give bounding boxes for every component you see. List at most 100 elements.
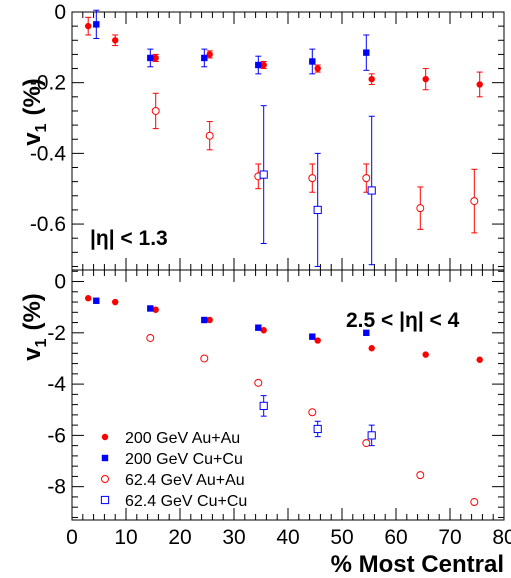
top-panel-y-axis-title: v1 (%) [19,78,50,146]
data-point [147,305,154,312]
bottom-y-title-main: v [19,347,46,361]
top-y-title-unit: (%) [19,78,46,115]
data-point [201,316,208,324]
data-point [416,471,425,480]
y-tick-label: -2 [47,322,66,345]
data-point [309,58,316,65]
bottom-panel: 0 10 20 30 40 50 60 70 80 0 -2 -4 -6 -8 2.5 < |η| < 4… [19,269,511,578]
data-point [308,174,317,183]
y-tick-label: -4 [47,373,66,396]
data-point [147,54,154,62]
x-tick-label: 10 [114,526,137,549]
data-point [416,204,425,213]
bottom-panel-annotation: 2.5 < |η| < 4 [346,309,460,332]
data-point [363,49,370,56]
top-y-title-main: v [19,132,46,146]
legend-entry: 62.4 GeV Au+Au [101,472,245,489]
data-point [254,378,263,387]
x-tick-label: 80 [492,526,511,549]
x-tick-label: 30 [222,526,245,549]
data-point [85,22,92,30]
data-point [259,170,268,179]
legend-entry: 200 GeV Au+Au [101,430,240,447]
y-tick-label: -6 [47,424,66,447]
data-point [422,351,429,358]
y-tick-label: 0 [54,271,66,294]
legend-marker [101,475,109,483]
top-y-title-sub: 1 [33,123,50,132]
data-point [259,401,268,410]
y-tick-label: -0.4 [30,142,67,165]
x-tick-label: 50 [330,526,353,549]
series-200-gev-au-au [85,295,483,363]
data-point [313,424,322,434]
data-point [368,75,375,83]
series-62-4-gev-cu-cu [259,395,376,447]
y-tick-label: 0 [54,1,66,24]
data-point [112,37,119,44]
data-point [476,356,483,363]
legend-marker [101,433,109,441]
data-point [309,333,316,340]
bottom-panel-marks [85,295,483,507]
data-point [367,186,376,195]
series-62-4-gev-cu-cu [259,105,376,267]
x-tick-label: 40 [276,526,299,549]
legend-entry: 200 GeV Cu+Cu [101,451,243,468]
bottom-y-title-unit: (%) [19,293,46,330]
data-point [255,61,262,69]
y-tick-label: -8 [47,476,66,499]
x-tick-label: 70 [438,526,461,549]
data-point [152,54,159,62]
data-point [255,324,262,331]
data-point [146,333,155,342]
legend: 200 GeV Au+Au 200 GeV Cu+Cu 62.4 GeV Au+Au… [100,430,247,510]
data-point [308,408,317,417]
legend-entry: 62.4 GeV Cu+Cu [100,493,247,510]
data-point [367,431,376,440]
data-point [201,54,208,62]
x-tick-label: 60 [384,526,407,549]
data-point [205,131,214,140]
data-point [200,354,209,363]
y-tick-label: -0.6 [30,213,66,236]
data-point [260,327,267,334]
bottom-y-title-sub: 1 [33,338,50,347]
data-point [362,439,371,448]
top-panel-ticks: 0 -0.2 -0.4 -0.6 [30,1,505,270]
data-point [470,498,479,507]
data-point [85,295,92,302]
x-tick-label: 0 [66,526,78,549]
x-tick-label: 20 [168,526,191,549]
data-point [368,345,375,352]
data-point [314,337,321,344]
series-62-4-gev-au-au [146,333,479,507]
legend-label: 200 GeV Cu+Cu [125,451,243,468]
data-point [152,306,159,313]
bottom-panel-ticks: 0 10 20 30 40 50 60 70 80 0 -2 -4 -6 -8 [47,270,511,549]
series-200-gev-au-au [85,16,483,98]
legend-marker [101,454,109,462]
data-point [470,197,479,206]
data-point [260,61,267,69]
data-point [314,65,321,72]
legend-marker [100,495,110,505]
data-point [112,298,119,306]
series-200-gev-cu-cu [93,297,370,340]
top-panel-marks [85,9,483,267]
data-point [206,316,213,324]
bottom-panel-y-axis-title: v1 (%) [19,293,50,361]
data-point [362,174,371,183]
data-point [206,51,213,58]
data-point [93,297,100,304]
legend-label: 62.4 GeV Au+Au [125,472,245,489]
top-panel: 0 -0.2 -0.4 -0.6 |η| < 1.3 v1 (%) [19,1,505,271]
data-point [476,81,483,88]
legend-label: 200 GeV Au+Au [125,430,240,447]
y-tick-label: -0.2 [30,72,66,95]
data-point [363,329,370,337]
x-axis-title: % Most Central [331,551,504,578]
data-point [313,205,322,215]
series-200-gev-cu-cu [93,9,370,75]
top-panel-annotation: |η| < 1.3 [90,227,168,250]
